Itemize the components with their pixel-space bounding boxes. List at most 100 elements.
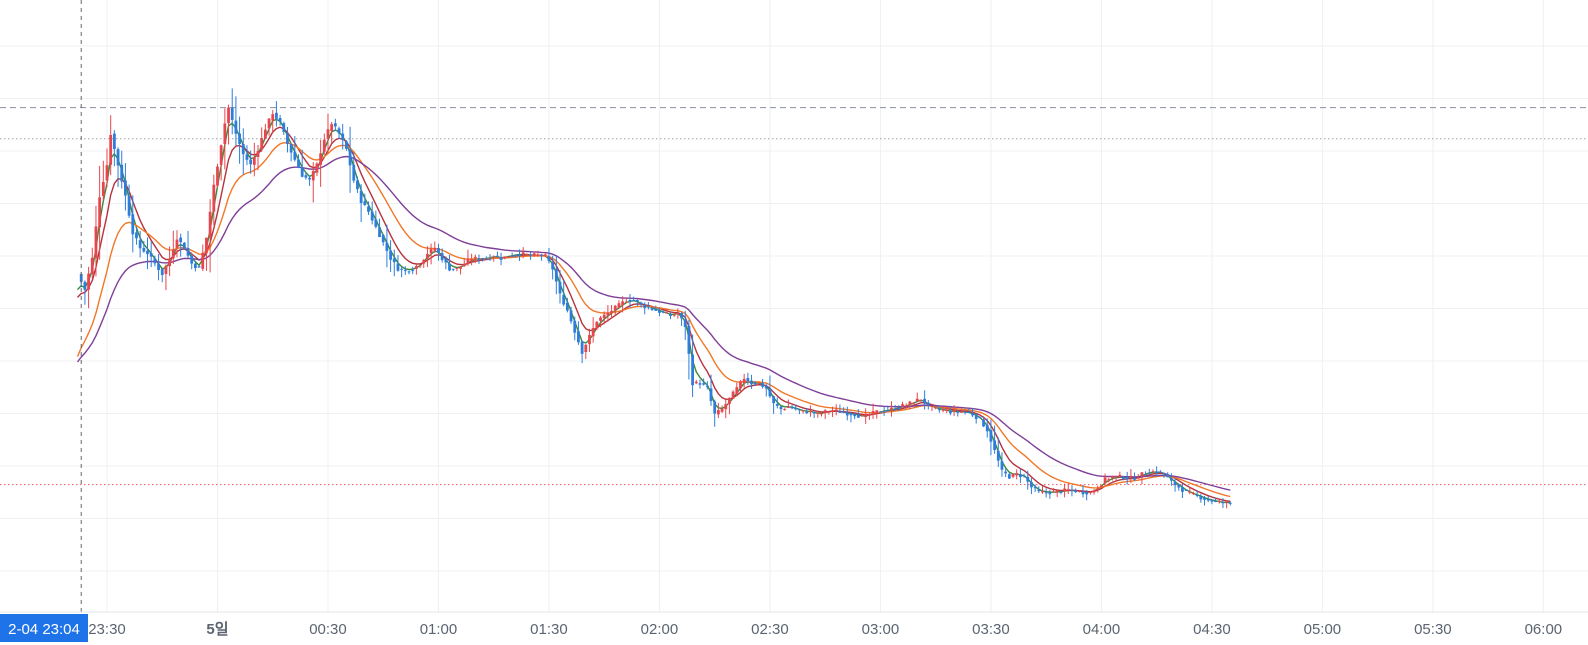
candle-up (1129, 475, 1133, 478)
candle-down (186, 248, 190, 256)
candle-down (1166, 474, 1170, 478)
candle-down (79, 274, 83, 282)
candle-up (105, 165, 109, 181)
candle-up (823, 410, 827, 414)
candle-down (1074, 490, 1078, 493)
candle-down (949, 411, 952, 414)
candles[interactable] (79, 88, 1232, 509)
candle-down (241, 144, 245, 155)
candle-down (893, 409, 897, 411)
candle-up (1088, 492, 1092, 494)
candle-down (1181, 487, 1184, 492)
candle-up (599, 317, 602, 321)
candle-down (761, 383, 764, 387)
candle-down (705, 385, 709, 387)
candle-down (746, 378, 750, 382)
candle-down (282, 123, 286, 132)
candle-down (374, 219, 378, 227)
candle-down (790, 406, 794, 409)
candle-down (1048, 492, 1052, 495)
candle-down (367, 206, 370, 212)
candle-up (1063, 488, 1066, 492)
candle-down (1228, 502, 1232, 504)
candle-down (444, 258, 448, 263)
candle-down (687, 326, 691, 354)
candle-down (138, 240, 142, 249)
candle-down (1004, 471, 1008, 474)
candle-up (1217, 501, 1221, 503)
candle-up (429, 248, 433, 254)
x-tick-label: 04:30 (1193, 621, 1231, 638)
series-ma-green (76, 118, 1231, 504)
candle-down (337, 128, 341, 134)
candle-down (540, 255, 543, 257)
candle-down (477, 258, 481, 260)
candle-up (720, 408, 724, 412)
candle-down (300, 167, 304, 177)
candle-up (1103, 477, 1107, 484)
candle-up (672, 314, 676, 316)
candle-up (809, 410, 812, 412)
candle-down (1018, 474, 1022, 478)
x-tick-label: 23:30 (88, 621, 126, 638)
candle-down (1158, 471, 1162, 473)
candle-down (179, 237, 183, 243)
candle-down (1195, 495, 1199, 496)
candle-up (1140, 472, 1144, 477)
candle-up (1111, 476, 1114, 479)
candle-up (455, 267, 459, 269)
candle-down (897, 407, 901, 409)
candle-down (1070, 489, 1074, 491)
x-tick-label: 04:00 (1083, 621, 1121, 638)
candle-down (249, 159, 253, 165)
candle-down (882, 411, 886, 413)
candle-down (124, 180, 127, 196)
candle-up (834, 409, 838, 411)
candle-down (234, 120, 238, 134)
candle-up (595, 321, 599, 329)
candle-down (392, 258, 396, 263)
candle-down (639, 302, 643, 305)
candle-down (1144, 474, 1148, 476)
candle-down (842, 411, 845, 413)
candle-down (1210, 500, 1214, 502)
candle-up (621, 301, 625, 306)
candle-up (617, 303, 621, 308)
candle-down (484, 258, 488, 260)
candle-up (904, 405, 908, 407)
candle-down (190, 255, 194, 264)
candle-up (739, 381, 742, 389)
candle-down (304, 175, 308, 178)
candle-up (414, 266, 418, 269)
candle-down (451, 268, 455, 270)
candle-up (915, 398, 919, 402)
candle-down (333, 123, 337, 127)
candle-up (267, 118, 271, 129)
candle-down (1085, 492, 1089, 495)
candle-up (227, 107, 230, 124)
candle-down (1033, 487, 1037, 489)
candle-down (411, 270, 415, 272)
candle-up (602, 314, 606, 319)
candle-down (370, 211, 374, 221)
candle-up (330, 124, 334, 131)
candle-down (1184, 489, 1188, 491)
candle-down (993, 440, 997, 450)
candle-down (293, 151, 297, 160)
candle-up (735, 387, 739, 394)
candle-down (437, 248, 440, 253)
candle-up (201, 252, 205, 269)
candle-up (934, 407, 938, 409)
candle-down (1125, 477, 1129, 480)
candle-down (698, 383, 702, 385)
candle-down (308, 177, 311, 180)
candle-down (378, 227, 381, 238)
candle-down (967, 411, 971, 413)
series-ma-purple (76, 155, 1231, 491)
candle-down (1000, 461, 1004, 470)
candle-up (315, 163, 319, 173)
candle-up (1151, 471, 1155, 473)
candle-up (1100, 485, 1103, 488)
candle-down (1147, 472, 1151, 474)
